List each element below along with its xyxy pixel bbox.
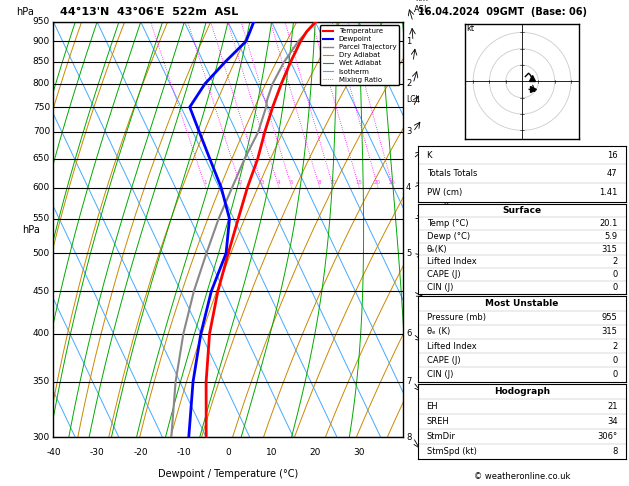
Text: 600: 600 (33, 183, 50, 192)
Text: Lifted Index: Lifted Index (426, 258, 476, 266)
Text: θₑ(K): θₑ(K) (426, 244, 447, 254)
Text: Totals Totals: Totals Totals (426, 169, 477, 178)
Text: 306°: 306° (598, 432, 618, 441)
Text: 3: 3 (406, 127, 411, 137)
Text: Dewp (°C): Dewp (°C) (426, 232, 470, 241)
Text: -20: -20 (133, 448, 148, 457)
Text: -40: -40 (46, 448, 61, 457)
Text: 1: 1 (203, 180, 207, 185)
Text: 450: 450 (33, 287, 50, 296)
Text: Hodograph: Hodograph (494, 387, 550, 396)
Text: 800: 800 (33, 79, 50, 88)
Text: 7: 7 (406, 377, 411, 386)
Text: 6: 6 (406, 329, 411, 338)
Text: 4: 4 (406, 183, 411, 192)
Text: CIN (J): CIN (J) (426, 283, 453, 292)
Text: 20: 20 (374, 180, 381, 185)
Text: SREH: SREH (426, 417, 449, 426)
Text: 955: 955 (602, 313, 618, 322)
Text: 700: 700 (33, 127, 50, 137)
Text: 1: 1 (406, 37, 411, 46)
Text: 2: 2 (238, 180, 242, 185)
Legend: Temperature, Dewpoint, Parcel Trajectory, Dry Adiabat, Wet Adiabat, Isotherm, Mi: Temperature, Dewpoint, Parcel Trajectory… (320, 25, 399, 86)
Text: Temp (°C): Temp (°C) (426, 219, 468, 228)
Text: 0: 0 (225, 448, 231, 457)
Text: 2: 2 (406, 79, 411, 88)
Text: 8: 8 (406, 433, 411, 442)
Text: Mixing Ratio (g/kg): Mixing Ratio (g/kg) (443, 193, 452, 266)
Text: θₑ (K): θₑ (K) (426, 328, 450, 336)
Text: Most Unstable: Most Unstable (486, 299, 559, 308)
Text: 850: 850 (33, 57, 50, 67)
Text: 400: 400 (33, 329, 50, 338)
Text: 5.9: 5.9 (604, 232, 618, 241)
Text: EH: EH (426, 402, 438, 411)
Text: kt: kt (467, 24, 475, 33)
Text: 30: 30 (353, 448, 365, 457)
Text: 0: 0 (612, 370, 618, 379)
Text: CAPE (J): CAPE (J) (426, 356, 460, 365)
Text: 20.1: 20.1 (599, 219, 618, 228)
Text: 350: 350 (33, 377, 50, 386)
Text: 5: 5 (289, 180, 292, 185)
Text: 315: 315 (602, 328, 618, 336)
Text: hPa: hPa (16, 7, 33, 17)
Text: K: K (426, 151, 432, 159)
Text: 8: 8 (317, 180, 321, 185)
Text: 315: 315 (602, 244, 618, 254)
Text: Surface: Surface (503, 206, 542, 215)
Text: 20: 20 (309, 448, 321, 457)
Text: StmSpd (kt): StmSpd (kt) (426, 447, 476, 456)
Text: 44°13'N  43°06'E  522m  ASL: 44°13'N 43°06'E 522m ASL (60, 7, 238, 17)
Text: 0: 0 (612, 270, 618, 279)
Text: 550: 550 (33, 214, 50, 224)
Text: 0: 0 (612, 356, 618, 365)
Text: 950: 950 (33, 17, 50, 26)
Text: 2: 2 (612, 258, 618, 266)
Text: Lifted Index: Lifted Index (426, 342, 476, 350)
Text: 34: 34 (607, 417, 618, 426)
Text: 500: 500 (33, 249, 50, 258)
Text: 5: 5 (406, 249, 411, 258)
Text: LCL: LCL (406, 95, 420, 104)
Text: 0: 0 (612, 283, 618, 292)
Text: 25: 25 (389, 180, 396, 185)
Text: -10: -10 (177, 448, 192, 457)
Text: 900: 900 (33, 37, 50, 46)
Text: 15: 15 (355, 180, 362, 185)
Text: -30: -30 (90, 448, 104, 457)
Text: CIN (J): CIN (J) (426, 370, 453, 379)
Text: 2: 2 (612, 342, 618, 350)
Text: 750: 750 (33, 103, 50, 112)
Text: Pressure (mb): Pressure (mb) (426, 313, 486, 322)
Text: km
ASL: km ASL (414, 0, 430, 14)
Text: CAPE (J): CAPE (J) (426, 270, 460, 279)
Text: 21: 21 (607, 402, 618, 411)
Text: PW (cm): PW (cm) (426, 188, 462, 197)
Text: 3: 3 (260, 180, 264, 185)
Text: 8: 8 (612, 447, 618, 456)
Text: 16: 16 (607, 151, 618, 159)
Text: hPa: hPa (22, 225, 40, 235)
Text: 16.04.2024  09GMT  (Base: 06): 16.04.2024 09GMT (Base: 06) (418, 7, 587, 17)
Text: 650: 650 (33, 154, 50, 163)
Text: 10: 10 (266, 448, 277, 457)
Text: StmDir: StmDir (426, 432, 455, 441)
Text: © weatheronline.co.uk: © weatheronline.co.uk (474, 472, 571, 481)
Text: Dewpoint / Temperature (°C): Dewpoint / Temperature (°C) (158, 469, 298, 479)
Text: 4: 4 (277, 180, 280, 185)
Text: 47: 47 (607, 169, 618, 178)
Text: 1.41: 1.41 (599, 188, 618, 197)
Text: 10: 10 (329, 180, 337, 185)
Text: 300: 300 (33, 433, 50, 442)
